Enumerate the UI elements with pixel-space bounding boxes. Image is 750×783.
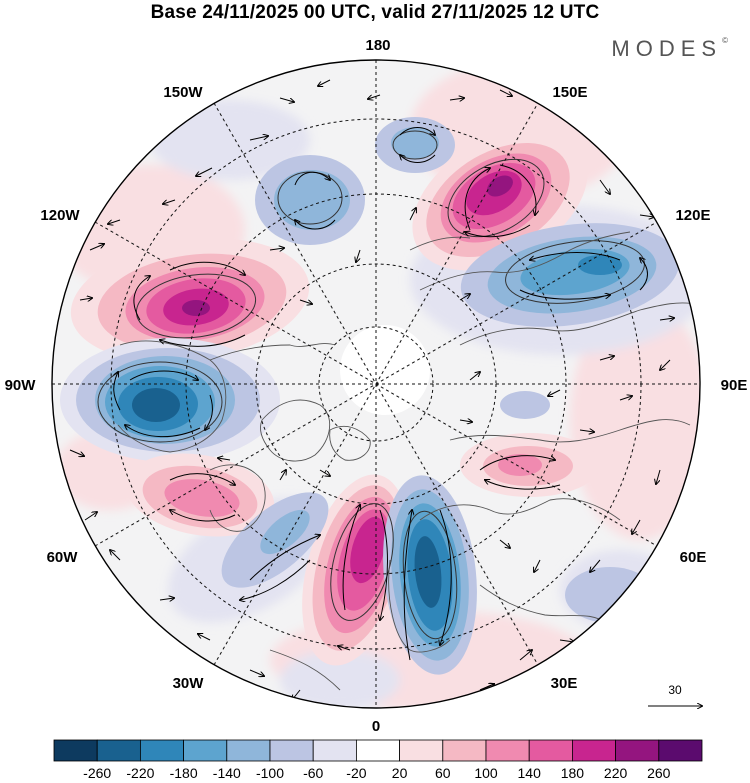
wind-vectors <box>69 79 674 700</box>
lon-label-60e: 60E <box>680 549 707 566</box>
colorbar-swatch <box>269 739 314 762</box>
colorbar-tick-label: -60 <box>303 765 323 781</box>
colorbar-swatch <box>485 739 530 762</box>
polar-cap <box>340 325 430 415</box>
lon-label-120w: 120W <box>40 207 80 224</box>
anomaly-hudson-low <box>60 338 280 462</box>
colorbar-tick-label: 60 <box>435 765 451 781</box>
lon-label-90w: 90W <box>5 377 37 394</box>
colorbar-swatch <box>355 739 400 762</box>
colorbar-swatch <box>53 739 98 762</box>
colorbar-tick-label: 180 <box>561 765 585 781</box>
colorbar-tick-label: -220 <box>126 765 154 781</box>
colorbar-tick-label: 140 <box>518 765 542 781</box>
colorbar-swatch <box>658 739 703 762</box>
colorbar-swatch <box>183 739 228 762</box>
reference-vector-label: 30 <box>668 683 682 697</box>
colorbar-tick-label: -20 <box>346 765 366 781</box>
colorbar-tick-label: 260 <box>647 765 671 781</box>
map-title: Base 24/11/2025 00 UTC, valid 27/11/2025… <box>150 2 600 23</box>
lon-label-150e: 150E <box>552 84 587 101</box>
reference-vector: 30 <box>648 683 702 706</box>
anomaly-siberia-low <box>460 223 680 327</box>
map-border <box>51 59 701 709</box>
lon-label-30w: 30W <box>173 675 205 692</box>
longitude-labels: 180 150E 120E 90E 60E 30E 0 30W 60W 90W … <box>5 37 748 735</box>
colorbar-swatch <box>615 739 660 762</box>
graticule <box>52 60 700 708</box>
anomaly-west-canada-high <box>70 238 310 362</box>
colorbar-swatch <box>572 739 617 762</box>
colorbar-swatch <box>312 739 357 762</box>
anomaly-field <box>52 60 700 708</box>
colorbar-swatch <box>96 739 141 762</box>
coastlines <box>117 231 700 701</box>
lon-label-60w: 60W <box>47 549 79 566</box>
lon-label-120e: 120E <box>675 207 710 224</box>
anomaly-russia-high <box>460 433 600 497</box>
colorbar-tick-label: -180 <box>170 765 198 781</box>
colorbar-tick-label: 220 <box>604 765 628 781</box>
anomaly-scandinavia-low <box>383 475 477 675</box>
colorbar-swatch <box>399 739 444 762</box>
colorbar-tick-label: -260 <box>83 765 111 781</box>
colorbar-tick-label: 100 <box>474 765 498 781</box>
lon-label-0: 0 <box>372 718 380 735</box>
colorbar-tick-label: -140 <box>213 765 241 781</box>
lon-label-30e: 30E <box>551 675 578 692</box>
brand-logo: MODES© <box>611 36 728 61</box>
colorbar-swatch <box>528 739 573 762</box>
colorbar-tick-label: 20 <box>392 765 408 781</box>
colorbar-swatch <box>442 739 487 762</box>
lon-label-180: 180 <box>365 37 390 54</box>
colorbar-tick-label: -100 <box>256 765 284 781</box>
lon-label-150w: 150W <box>163 84 203 101</box>
colorbar-swatch <box>226 739 271 762</box>
colorbar: -260 -220 -180 -140 -100 -60 -20 20 60 100 140 180 2… <box>53 739 703 781</box>
colorbar-swatch <box>139 739 184 762</box>
lon-label-90e: 90E <box>721 377 748 394</box>
